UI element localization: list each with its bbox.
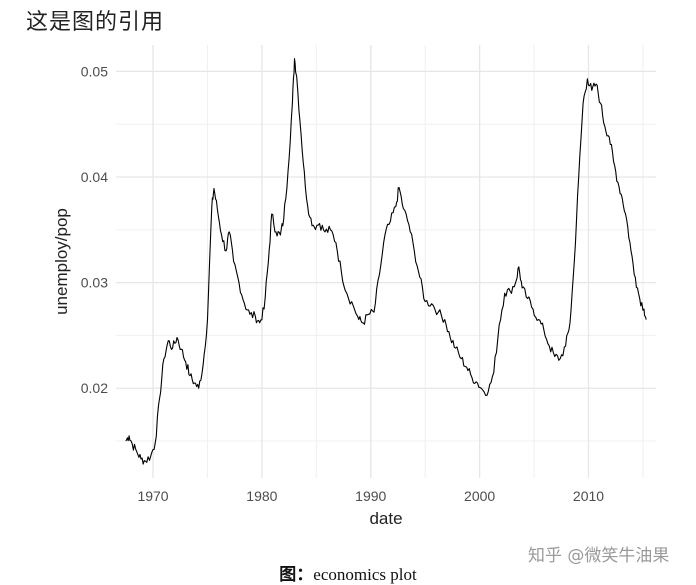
x-axis-title: date (369, 509, 402, 528)
x-tick-label: 2010 (573, 488, 604, 504)
caption-prefix: 图： (279, 565, 314, 584)
caption-text: economics plot (313, 565, 417, 584)
x-tick-label: 2000 (464, 488, 495, 504)
y-tick-label: 0.03 (81, 275, 108, 291)
series-line (125, 58, 647, 465)
y-tick-label: 0.05 (81, 63, 108, 79)
watermark: 知乎 @微笑牛油果 (528, 546, 670, 566)
x-tick-label: 1970 (137, 488, 168, 504)
x-axis-ticks: 1970 1980 1990 2000 2010 (137, 488, 604, 504)
y-axis-title: unemploy/pop (52, 208, 71, 315)
minor-gridlines (116, 45, 656, 478)
y-tick-label: 0.02 (81, 380, 108, 396)
major-gridlines (116, 45, 656, 478)
line-chart: 1970 1980 1990 2000 2010 0.02 0.03 0.04 0.05 da… (52, 45, 656, 528)
y-axis-ticks: 0.02 0.03 0.04 0.05 (81, 63, 108, 396)
figure-caption: 图：economics plot (0, 560, 696, 585)
x-tick-label: 1980 (246, 488, 277, 504)
x-tick-label: 1990 (355, 488, 386, 504)
page-heading: 这是图的引用 (26, 10, 165, 35)
y-tick-label: 0.04 (81, 169, 108, 185)
